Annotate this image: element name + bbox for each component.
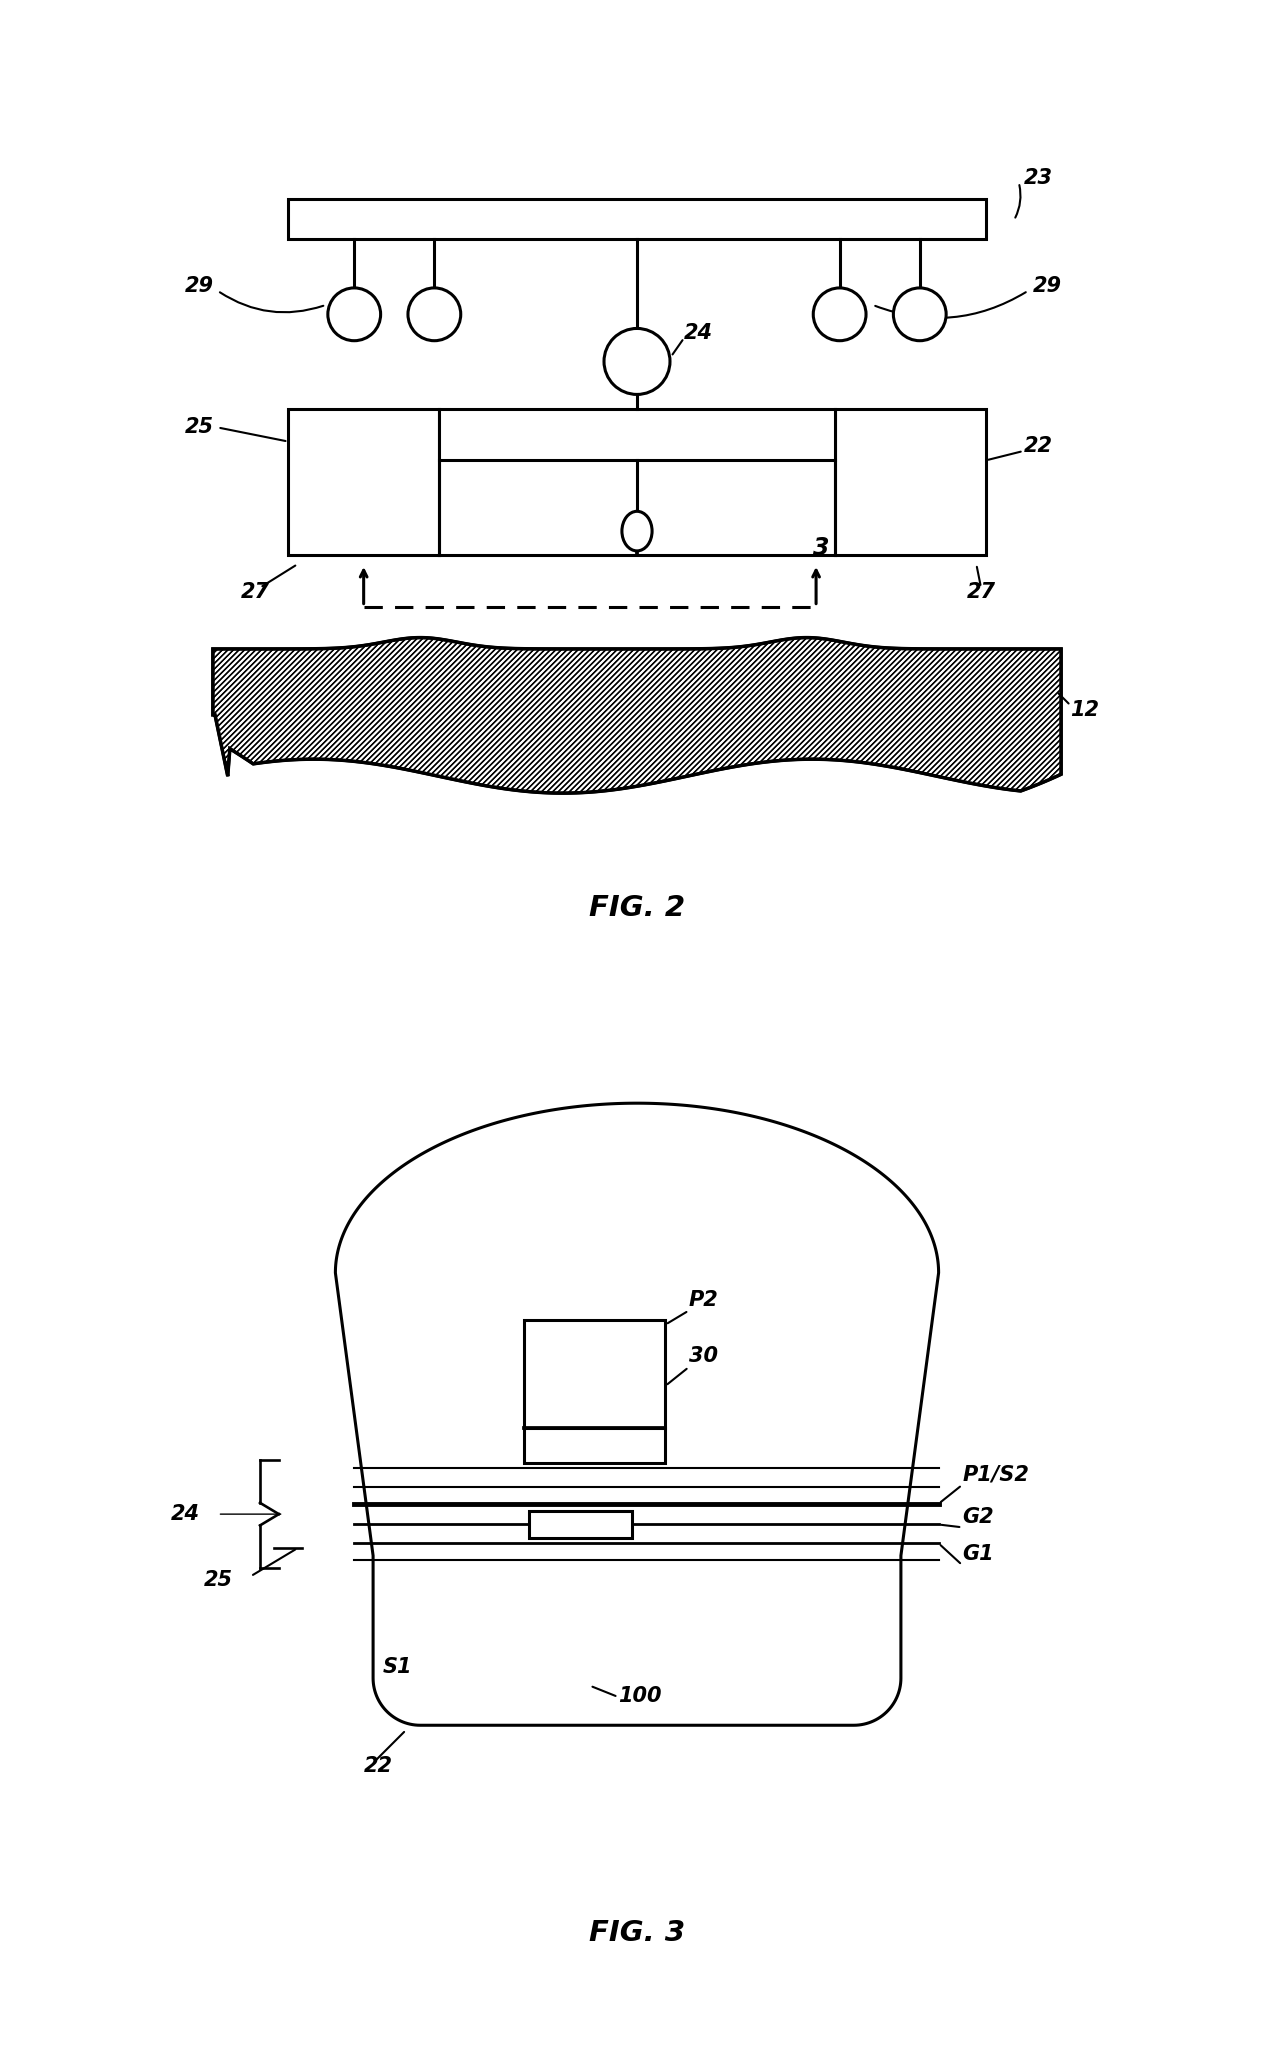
Text: 100: 100 [618, 1686, 661, 1705]
Text: 3: 3 [813, 535, 829, 559]
Text: G2: G2 [962, 1506, 994, 1527]
Bar [524, 1320, 665, 1428]
Bar [834, 408, 986, 555]
Bar [288, 199, 986, 240]
Text: 25: 25 [185, 418, 214, 436]
Text: 22: 22 [1023, 436, 1052, 457]
Text: 29: 29 [1033, 277, 1061, 295]
Bar [288, 408, 440, 555]
Circle shape [604, 328, 670, 393]
Bar [524, 1428, 665, 1463]
Polygon shape [213, 637, 1061, 793]
Text: FIG. 2: FIG. 2 [589, 893, 685, 922]
Text: 24: 24 [684, 324, 713, 342]
Text: 27: 27 [241, 582, 270, 602]
Text: 29: 29 [185, 277, 214, 295]
Text: 22: 22 [363, 1756, 392, 1776]
Bar [440, 408, 834, 461]
Circle shape [327, 289, 381, 340]
Text: 3: 3 [350, 535, 367, 559]
Text: 23: 23 [1023, 168, 1052, 189]
Text: P1/S2: P1/S2 [962, 1465, 1029, 1483]
Text: 25: 25 [204, 1570, 232, 1590]
Bar [529, 1512, 632, 1537]
Text: P2: P2 [689, 1289, 719, 1309]
Text: S1: S1 [382, 1658, 412, 1678]
Circle shape [813, 289, 866, 340]
Polygon shape [335, 1102, 939, 1725]
Text: 27: 27 [967, 582, 996, 602]
Text: 24: 24 [171, 1504, 200, 1524]
Circle shape [893, 289, 947, 340]
Circle shape [408, 289, 461, 340]
Text: G1: G1 [962, 1545, 994, 1563]
Text: FIG. 3: FIG. 3 [589, 1918, 685, 1947]
Text: 30: 30 [689, 1346, 717, 1367]
Text: 12: 12 [1070, 701, 1099, 719]
Ellipse shape [622, 512, 652, 551]
